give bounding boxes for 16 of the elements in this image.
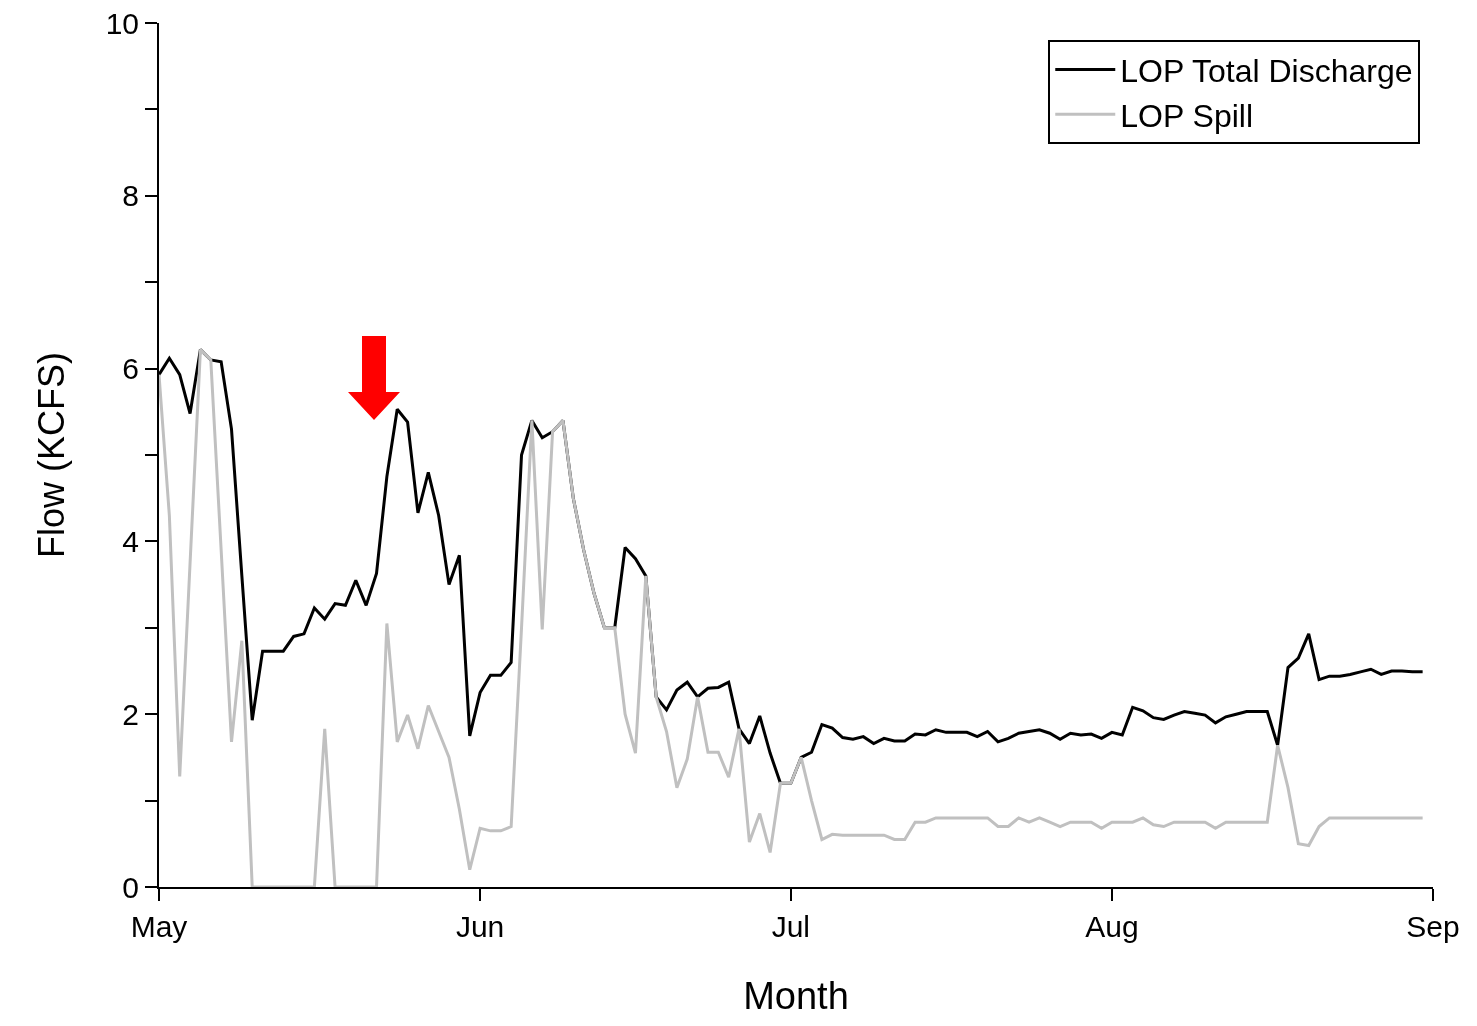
legend-label: LOP Spill (1120, 97, 1254, 134)
legend-label: LOP Total Discharge (1120, 53, 1413, 90)
y-tick-label: 4 (122, 524, 139, 558)
y-axis-title: Flow (KCFS) (31, 352, 73, 558)
x-tick-label: Jun (455, 910, 505, 943)
y-tick-label: 6 (122, 352, 139, 386)
y-tick-label: 2 (122, 697, 139, 731)
x-tick-label: Sep (1406, 910, 1460, 943)
y-tick-label: 0 (122, 870, 139, 904)
x-axis-title: Month (743, 974, 849, 1017)
x-tick-label: Aug (1085, 910, 1139, 943)
y-tick-label: 10 (105, 6, 139, 40)
y-tick-label: 8 (122, 179, 139, 213)
x-tick-label: May (130, 910, 188, 943)
line-series (159, 348, 1425, 887)
x-tick-label: Jul (771, 910, 810, 943)
